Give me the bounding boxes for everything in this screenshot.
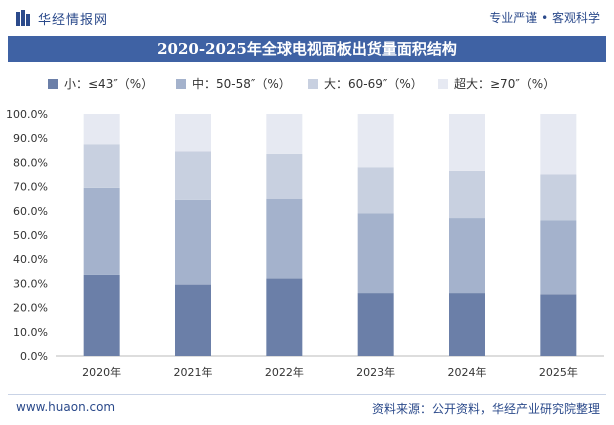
legend-item-xlarge: 超大：≥70″（%） <box>438 74 555 94</box>
bar-segment <box>357 167 394 214</box>
footer-source: 资料来源：公开资料，华经产业研究院整理 <box>371 402 600 416</box>
bar-segment <box>449 170 485 219</box>
y-tick-label: 0.0% <box>20 350 48 363</box>
brand-name: 华经情报网 <box>38 13 109 28</box>
bar-segment <box>266 198 303 279</box>
header-bar: 华经情报网 专业严谨 • 客观科学 <box>0 0 614 36</box>
bar-segment <box>449 218 485 294</box>
y-tick-label: 60.0% <box>13 205 48 218</box>
legend-swatch <box>308 79 318 89</box>
y-tick-label: 30.0% <box>13 277 48 290</box>
y-tick-label: 80.0% <box>13 156 48 169</box>
x-tick-label: 2023年 <box>356 365 395 379</box>
x-tick-label: 2021年 <box>174 365 213 379</box>
stacked-bar-chart: 0.0% 10.0% 20.0% 30.0% 40.0% 50.0% 60.0% 70.0% 8… <box>6 108 604 379</box>
bar-segment <box>449 293 485 356</box>
bar-segment <box>83 114 120 145</box>
legend-label: 中：50-58″（%） <box>192 77 291 91</box>
bar-segment <box>540 174 577 221</box>
chart-title: 2020-2025年全球电视面板出货量面积结构 <box>8 36 606 62</box>
bar-segment <box>175 284 211 356</box>
legend-swatch <box>48 79 58 89</box>
legend-swatch <box>438 79 448 89</box>
tagline: 专业严谨 • 客观科学 <box>489 11 600 25</box>
x-tick-label: 2025年 <box>539 365 578 379</box>
bar-segment <box>175 151 211 200</box>
y-tick-label: 40.0% <box>13 253 48 266</box>
bar-segment <box>357 213 394 294</box>
bar-segment <box>175 199 211 285</box>
bar-segment <box>266 153 303 199</box>
y-tick-label: 10.0% <box>13 326 48 339</box>
footer-divider <box>8 394 606 395</box>
x-tick-label: 2024年 <box>448 365 487 379</box>
bar-segment <box>266 278 303 356</box>
x-tick-label: 2020年 <box>82 365 121 379</box>
legend-item-medium: 中：50-58″（%） <box>176 74 291 94</box>
bar-segment <box>540 294 577 356</box>
y-tick-label: 90.0% <box>13 132 48 145</box>
y-tick-label: 20.0% <box>13 302 48 315</box>
bar-segment <box>540 220 577 295</box>
bar-segment <box>357 114 394 168</box>
bar-segment <box>357 293 394 356</box>
bar-segment <box>266 114 303 154</box>
bar-segment <box>540 114 577 175</box>
chart-legend: 小：≤43″（%） 中：50-58″（%） 大：60-69″（%） 超大：≥70… <box>0 74 614 94</box>
legend-item-small: 小：≤43″（%） <box>48 74 153 94</box>
bar-segment <box>83 274 120 356</box>
y-tick-label: 100.0% <box>6 108 48 121</box>
bar-segment <box>449 114 485 171</box>
bar-segment <box>83 144 120 188</box>
footer-url: www.huaon.com <box>16 400 116 414</box>
legend-label: 小：≤43″（%） <box>64 77 154 91</box>
legend-item-large: 大：60-69″（%） <box>308 74 423 94</box>
x-tick-label: 2022年 <box>265 365 304 379</box>
logo-icon <box>16 10 30 26</box>
legend-swatch <box>176 79 186 89</box>
y-tick-label: 70.0% <box>13 181 48 194</box>
y-tick-label: 50.0% <box>13 229 48 242</box>
legend-label: 超大：≥70″（%） <box>454 77 556 91</box>
legend-label: 大：60-69″（%） <box>324 77 423 91</box>
bar-segment <box>175 114 211 152</box>
bar-segment <box>83 187 120 275</box>
